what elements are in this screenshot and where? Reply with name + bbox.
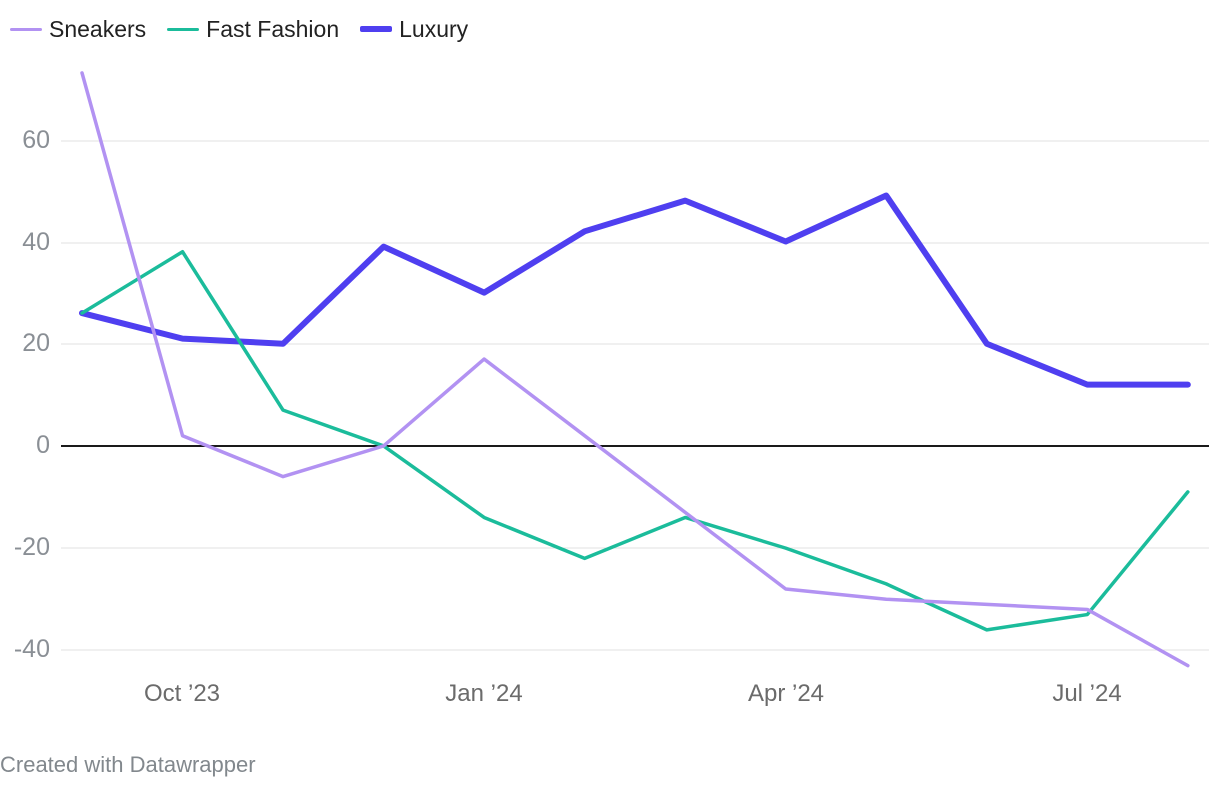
svg-text:0: 0: [36, 431, 50, 459]
svg-text:-20: -20: [14, 533, 50, 561]
svg-text:-40: -40: [14, 635, 50, 663]
svg-text:Jan ’24: Jan ’24: [445, 680, 522, 707]
svg-text:Jul ’24: Jul ’24: [1052, 680, 1121, 707]
svg-text:Apr ’24: Apr ’24: [748, 680, 824, 707]
svg-text:60: 60: [22, 126, 50, 154]
svg-text:40: 40: [22, 228, 50, 256]
svg-text:Oct ’23: Oct ’23: [144, 680, 220, 707]
svg-text:20: 20: [22, 329, 50, 357]
